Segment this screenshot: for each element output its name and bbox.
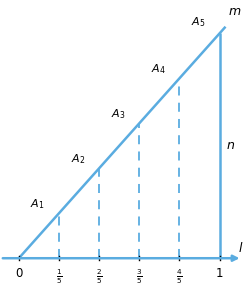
Text: $l$: $l$ [238,241,243,255]
Text: $m$: $m$ [227,5,241,18]
Text: $A_2$: $A_2$ [71,152,85,166]
Text: $A_4$: $A_4$ [151,62,165,76]
Text: $\frac{3}{5}$: $\frac{3}{5}$ [136,267,143,286]
Text: $n$: $n$ [226,139,235,152]
Text: $\frac{2}{5}$: $\frac{2}{5}$ [96,267,103,286]
Text: $1$: $1$ [215,267,224,280]
Text: $A_5$: $A_5$ [191,15,206,29]
Text: $\frac{1}{5}$: $\frac{1}{5}$ [56,267,62,286]
Text: $A_3$: $A_3$ [111,107,125,121]
Text: $\frac{4}{5}$: $\frac{4}{5}$ [176,267,183,286]
Text: $0$: $0$ [15,267,23,280]
Text: $A_1$: $A_1$ [30,197,45,211]
